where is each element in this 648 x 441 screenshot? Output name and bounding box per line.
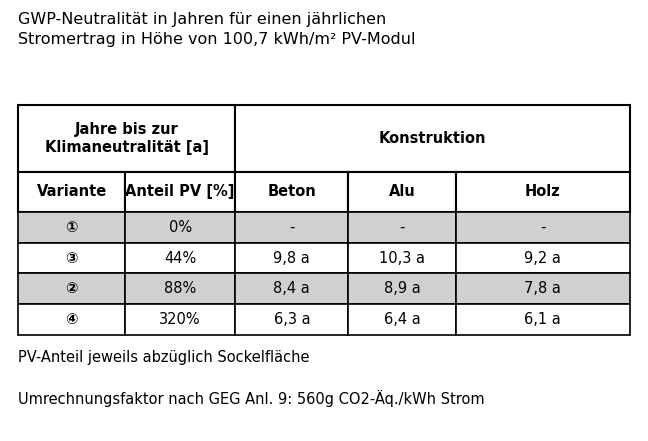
- Text: GWP-Neutralität in Jahren für einen jährlichen
Stromertrag in Höhe von 100,7 kWh: GWP-Neutralität in Jahren für einen jähr…: [18, 12, 415, 47]
- Text: Konstruktion: Konstruktion: [379, 131, 487, 146]
- Bar: [18, 172, 125, 212]
- Text: Jahre bis zur
Klimaneutralität [a]: Jahre bis zur Klimaneutralität [a]: [45, 122, 209, 154]
- Text: 10,3 a: 10,3 a: [379, 250, 425, 265]
- Bar: [125, 273, 235, 304]
- Text: 6,3 a: 6,3 a: [273, 312, 310, 327]
- Text: 9,2 a: 9,2 a: [524, 250, 561, 265]
- Text: ②: ②: [65, 281, 78, 296]
- Text: Holz: Holz: [525, 184, 561, 199]
- Bar: [349, 304, 456, 335]
- Text: -: -: [540, 220, 546, 235]
- Bar: [18, 273, 125, 304]
- Text: ④: ④: [65, 312, 78, 327]
- Text: 7,8 a: 7,8 a: [524, 281, 561, 296]
- Bar: [18, 212, 125, 243]
- Text: 320%: 320%: [159, 312, 201, 327]
- Text: 8,4 a: 8,4 a: [273, 281, 310, 296]
- Bar: [235, 304, 349, 335]
- Text: -: -: [289, 220, 295, 235]
- Text: Umrechnungsfaktor nach GEG Anl. 9: 560g CO2-Äq./kWh Strom: Umrechnungsfaktor nach GEG Anl. 9: 560g …: [18, 390, 485, 407]
- Bar: [456, 304, 630, 335]
- Text: 6,1 a: 6,1 a: [524, 312, 561, 327]
- Bar: [456, 172, 630, 212]
- Bar: [349, 172, 456, 212]
- Text: 44%: 44%: [164, 250, 196, 265]
- Bar: [18, 304, 125, 335]
- Text: 8,9 a: 8,9 a: [384, 281, 421, 296]
- Text: Alu: Alu: [389, 184, 415, 199]
- Bar: [349, 273, 456, 304]
- Bar: [349, 212, 456, 243]
- Text: PV-Anteil jeweils abzüglich Sockelfläche: PV-Anteil jeweils abzüglich Sockelfläche: [18, 350, 310, 365]
- Text: 6,4 a: 6,4 a: [384, 312, 421, 327]
- Bar: [18, 243, 125, 273]
- Text: -: -: [399, 220, 405, 235]
- Bar: [456, 273, 630, 304]
- Text: Anteil PV [%]: Anteil PV [%]: [126, 184, 235, 199]
- Text: ③: ③: [65, 250, 78, 265]
- Text: 88%: 88%: [164, 281, 196, 296]
- Bar: [456, 212, 630, 243]
- Text: Variante: Variante: [36, 184, 107, 199]
- Bar: [125, 172, 235, 212]
- Bar: [235, 243, 349, 273]
- Bar: [235, 212, 349, 243]
- Text: Beton: Beton: [268, 184, 316, 199]
- Bar: [235, 172, 349, 212]
- Text: 0%: 0%: [168, 220, 192, 235]
- Bar: [456, 243, 630, 273]
- Bar: [125, 243, 235, 273]
- Bar: [235, 273, 349, 304]
- Bar: [235, 105, 630, 172]
- Bar: [125, 304, 235, 335]
- Bar: [18, 105, 235, 172]
- Text: 9,8 a: 9,8 a: [273, 250, 310, 265]
- Text: ①: ①: [65, 220, 78, 235]
- Bar: [125, 212, 235, 243]
- Bar: [349, 243, 456, 273]
